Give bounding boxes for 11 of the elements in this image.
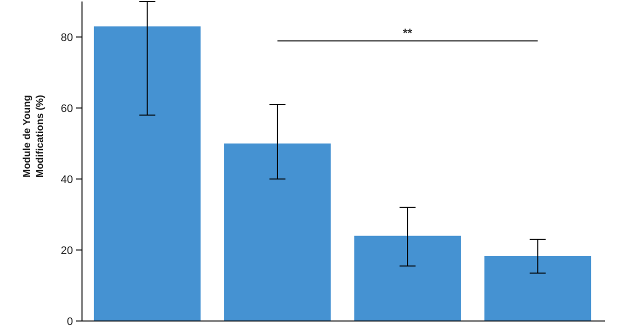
y-tick-label: 40 [60,174,73,186]
y-tick-label: 60 [60,102,73,115]
bar [484,256,592,321]
bar [94,26,201,321]
y-tick-label: 20 [60,244,73,257]
bar [224,144,331,321]
y-tick-label: 80 [60,32,73,44]
annotation: ** [402,26,413,40]
bar [354,236,461,321]
y-tick-label: 0 [66,316,73,328]
y-axis-title: Module de Young Modifications (%) [22,94,46,178]
